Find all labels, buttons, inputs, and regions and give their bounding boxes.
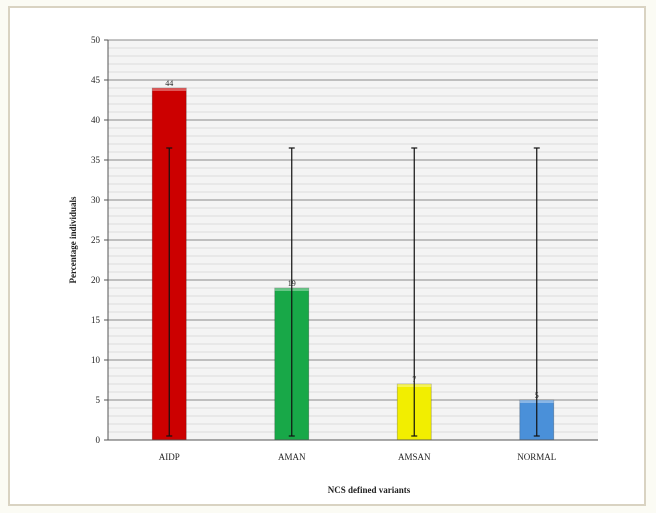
data-label-aidp: 44	[165, 79, 173, 88]
y-tick-label: 50	[91, 35, 101, 45]
y-tick-label: 25	[91, 235, 101, 245]
labels: 0 5 10 15 20 25 30 35 40 45 50 44 AIDP 19 AMAN 7 AMSAN 5 N…	[91, 35, 556, 462]
y-tick-label: 30	[91, 195, 101, 205]
x-tick-label-aman: AMAN	[278, 452, 306, 462]
gridlines	[108, 39, 598, 441]
y-tick-label: 35	[91, 155, 101, 165]
y-tick-label: 5	[96, 395, 101, 405]
y-tick-label: 45	[91, 75, 101, 85]
y-axis-title: Percentage individuals	[68, 196, 78, 284]
x-tick-label-amsan: AMSAN	[398, 452, 431, 462]
x-axis-title: NCS defined variants	[328, 485, 411, 495]
data-label-aman: 19	[288, 279, 296, 288]
y-tick-label: 20	[91, 275, 101, 285]
axes	[104, 39, 598, 441]
data-label-normal: 5	[535, 391, 539, 400]
y-tick-label: 40	[91, 115, 101, 125]
data-label-amsan: 7	[412, 375, 416, 384]
bar-highlight	[152, 88, 187, 91]
y-tick-label: 0	[96, 435, 101, 445]
y-tick-label: 15	[91, 315, 101, 325]
y-tick-label: 10	[91, 355, 101, 365]
x-tick-label-aidp: AIDP	[159, 452, 180, 462]
x-tick-label-normal: NORMAL	[517, 452, 556, 462]
error-bars	[166, 147, 540, 437]
